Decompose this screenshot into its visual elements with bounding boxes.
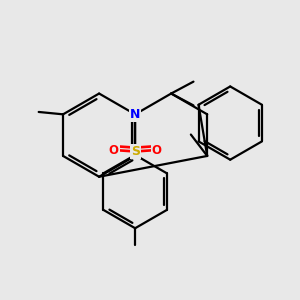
Text: O: O xyxy=(109,143,119,157)
Text: S: S xyxy=(130,145,140,158)
Text: N: N xyxy=(130,108,140,121)
Text: O: O xyxy=(152,143,161,157)
